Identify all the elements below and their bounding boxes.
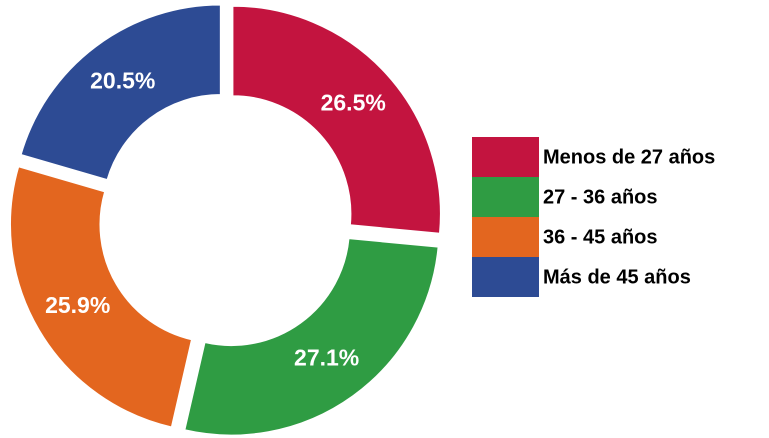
legend-swatch: [472, 137, 539, 177]
data-label: 27.1%: [294, 345, 359, 371]
legend-swatch: [472, 177, 539, 217]
legend-label: Menos de 27 años: [543, 146, 715, 168]
legend-label: 36 - 45 años: [543, 226, 658, 248]
legend-label: 27 - 36 años: [543, 186, 658, 208]
legend-swatch: [472, 257, 539, 297]
donut-slice: [19, 4, 222, 181]
data-label: 26.5%: [321, 89, 386, 115]
donut-slice: [183, 237, 440, 437]
donut-slice: [231, 5, 442, 235]
donut-slice: [9, 165, 193, 429]
data-label: 20.5%: [90, 68, 155, 94]
data-label: 25.9%: [45, 292, 110, 318]
legend-label: Más de 45 años: [543, 266, 691, 288]
legend-swatch: [472, 217, 539, 257]
